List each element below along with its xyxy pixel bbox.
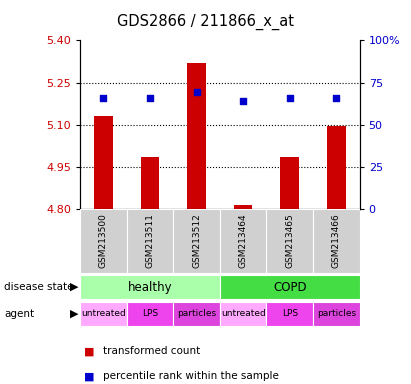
Point bbox=[333, 95, 339, 101]
Text: LPS: LPS bbox=[142, 310, 158, 318]
Text: agent: agent bbox=[4, 309, 34, 319]
Bar bbox=[127, 209, 173, 273]
Bar bbox=[220, 302, 266, 326]
Text: LPS: LPS bbox=[282, 310, 298, 318]
Point bbox=[286, 95, 293, 101]
Bar bbox=[80, 275, 220, 299]
Text: healthy: healthy bbox=[128, 281, 172, 293]
Bar bbox=[266, 302, 313, 326]
Bar bbox=[94, 116, 113, 209]
Bar bbox=[80, 209, 127, 273]
Bar bbox=[327, 126, 346, 209]
Bar bbox=[80, 302, 127, 326]
Bar bbox=[280, 157, 299, 209]
Bar bbox=[234, 205, 252, 209]
Point bbox=[100, 95, 107, 101]
Text: GSM213465: GSM213465 bbox=[285, 214, 294, 268]
Bar bbox=[187, 63, 206, 209]
Bar bbox=[313, 302, 360, 326]
Text: particles: particles bbox=[177, 310, 216, 318]
Bar bbox=[313, 209, 360, 273]
Bar bbox=[220, 209, 266, 273]
Text: transformed count: transformed count bbox=[103, 346, 200, 356]
Text: untreated: untreated bbox=[81, 310, 126, 318]
Text: GSM213466: GSM213466 bbox=[332, 214, 341, 268]
Point bbox=[147, 95, 153, 101]
Text: untreated: untreated bbox=[221, 310, 266, 318]
Text: GDS2866 / 211866_x_at: GDS2866 / 211866_x_at bbox=[117, 13, 294, 30]
Text: percentile rank within the sample: percentile rank within the sample bbox=[103, 371, 279, 381]
Text: COPD: COPD bbox=[273, 281, 307, 293]
Text: ▶: ▶ bbox=[70, 282, 78, 292]
Bar bbox=[141, 157, 159, 209]
Text: GSM213511: GSM213511 bbox=[145, 214, 155, 268]
Text: ■: ■ bbox=[84, 371, 95, 381]
Bar bbox=[127, 302, 173, 326]
Text: disease state: disease state bbox=[4, 282, 74, 292]
Text: particles: particles bbox=[317, 310, 356, 318]
Point bbox=[193, 89, 200, 96]
Text: ■: ■ bbox=[84, 346, 95, 356]
Bar bbox=[173, 209, 220, 273]
Bar bbox=[266, 209, 313, 273]
Text: GSM213500: GSM213500 bbox=[99, 214, 108, 268]
Text: GSM213464: GSM213464 bbox=[239, 214, 248, 268]
Point bbox=[240, 98, 247, 104]
Bar bbox=[220, 275, 360, 299]
Text: ▶: ▶ bbox=[70, 309, 78, 319]
Bar bbox=[173, 302, 220, 326]
Text: GSM213512: GSM213512 bbox=[192, 214, 201, 268]
